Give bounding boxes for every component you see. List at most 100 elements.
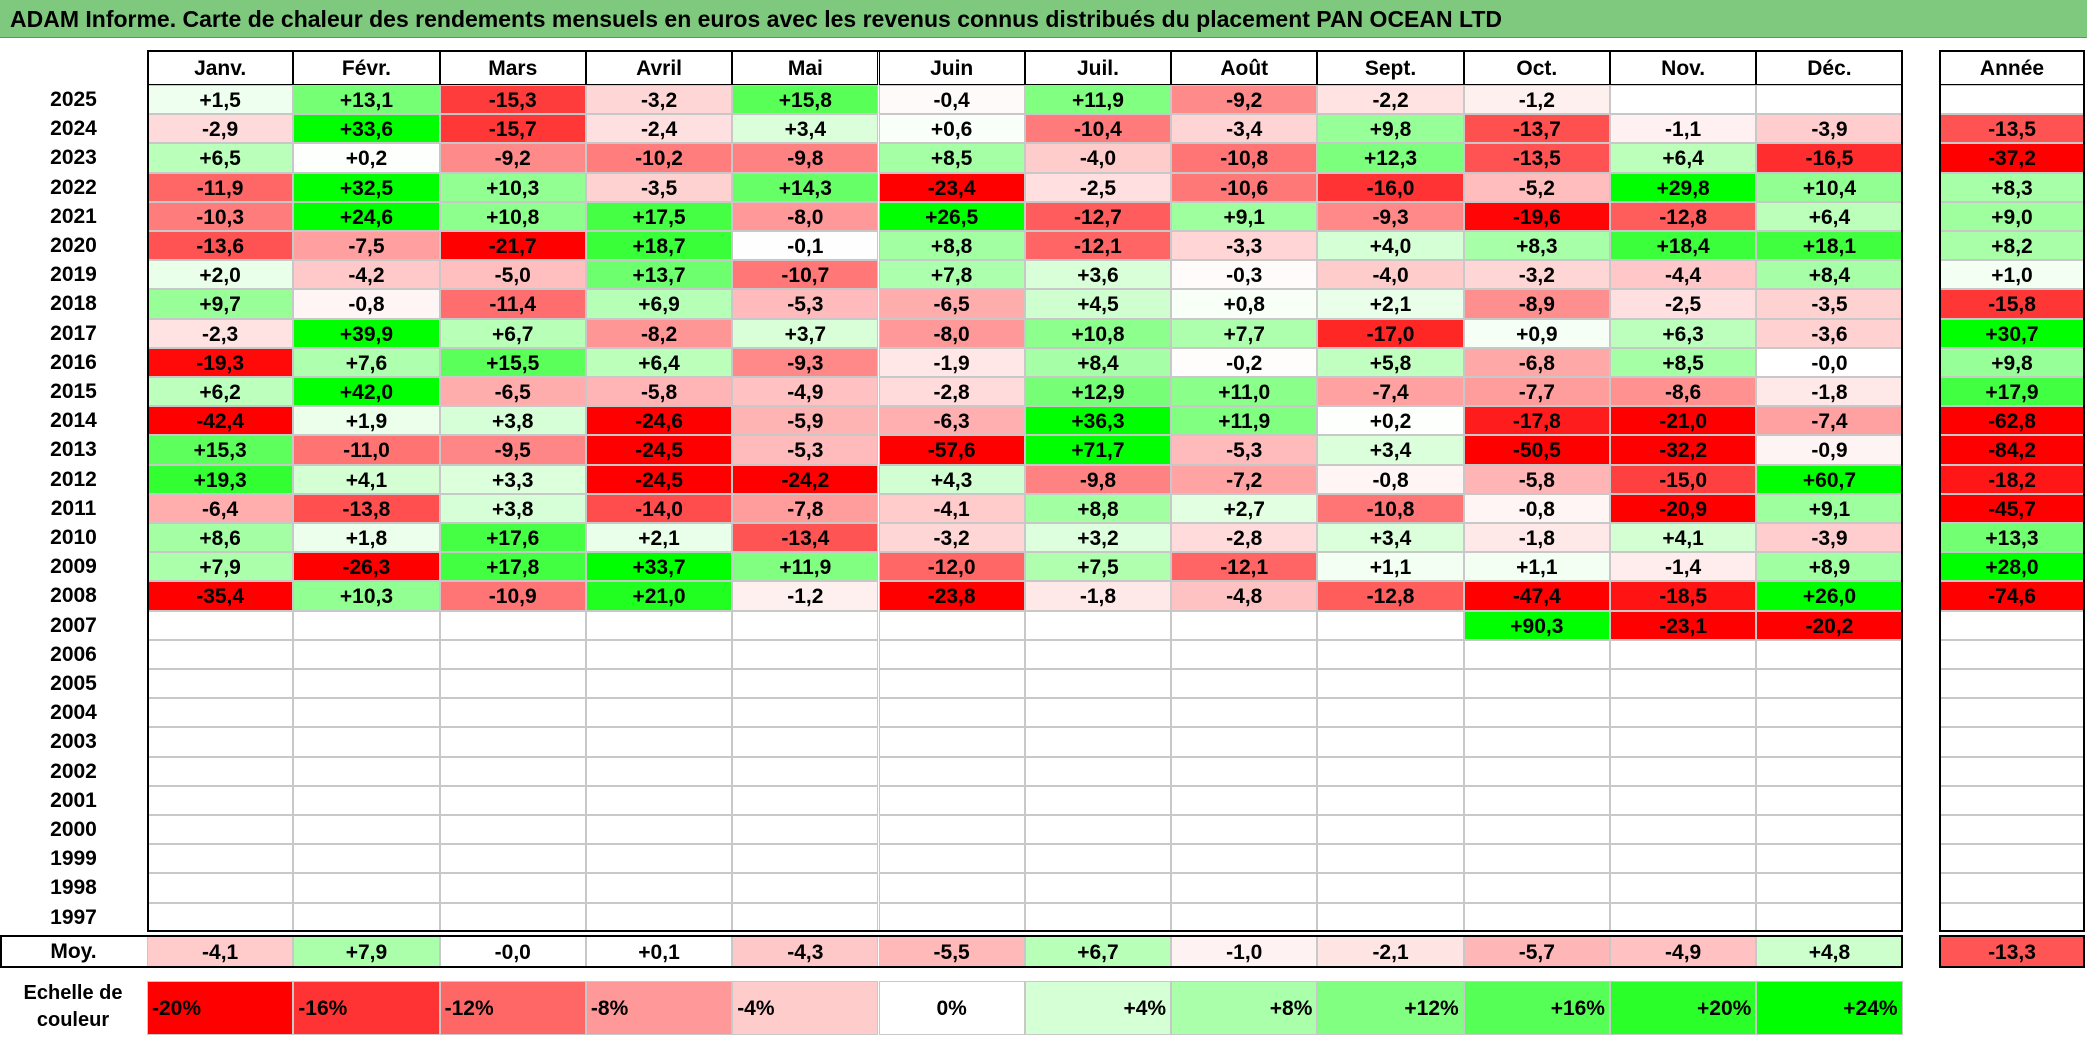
heatmap-cell: -12,0 (878, 552, 1025, 582)
year-label: 2003 (50, 730, 97, 754)
heatmap-cell: -0,9 (1756, 435, 1903, 465)
heatmap-cell: -7,7 (1463, 377, 1610, 407)
heatmap-cell: -18,5 (1610, 581, 1757, 611)
heatmap-cell: -12,8 (1317, 581, 1464, 611)
heatmap-cell: -11,4 (439, 289, 586, 319)
year-label: 2025 (50, 88, 97, 111)
heatmap-cell: -2,3 (147, 318, 294, 348)
heatmap-cell (147, 756, 294, 786)
annual-cell: -18,2 (1939, 464, 2085, 494)
heatmap-cell: -17,8 (1463, 406, 1610, 436)
year-label: 2016 (50, 350, 97, 374)
annual-cell (1939, 669, 2085, 699)
annual-cell (1939, 873, 2085, 903)
year-label: 2018 (50, 292, 97, 316)
color-scale-stop: +8% (1171, 981, 1318, 1035)
heatmap-cell: +6,4 (1756, 201, 1903, 231)
average-cell: -1,0 (1171, 935, 1318, 968)
heatmap-cell (1171, 610, 1318, 640)
color-scale-stop: -8% (585, 981, 733, 1035)
heatmap-cell (585, 785, 733, 815)
heatmap-cell: -1,4 (1610, 552, 1757, 582)
heatmap-cell (439, 815, 586, 845)
heatmap-cell: -0,0 (1756, 347, 1903, 377)
year-label: 2017 (50, 321, 97, 345)
color-scale-stop: 0% (878, 981, 1025, 1035)
heatmap-cell: +6,3 (1610, 318, 1757, 348)
heatmap-cell: -10,8 (1317, 493, 1464, 523)
heatmap-cell: -0,2 (1171, 347, 1318, 377)
heatmap-cell (1024, 815, 1172, 845)
heatmap-cell: +10,3 (293, 581, 440, 611)
average-cell: +4,8 (1756, 935, 1903, 968)
heatmap-cell (1610, 873, 1757, 903)
heatmap-cell (1024, 669, 1172, 699)
year-label: 2011 (50, 496, 97, 520)
heatmap-cell: +24,6 (293, 201, 440, 231)
heatmap-cell: +32,5 (293, 172, 440, 202)
chart-title: ADAM Informe. Carte de chaleur des rende… (0, 0, 2087, 38)
heatmap-cell (878, 785, 1025, 815)
heatmap-cell (439, 844, 586, 874)
heatmap-cell: -5,3 (732, 289, 879, 319)
heatmap-cell (1610, 85, 1757, 115)
year-label: 2015 (50, 380, 97, 403)
month-header: Déc. (1756, 50, 1903, 85)
heatmap-cell: +33,7 (585, 552, 733, 582)
heatmap-cell (293, 844, 440, 874)
heatmap-cell: -10,6 (1171, 172, 1318, 202)
heatmap-cell (1756, 873, 1903, 903)
year-label: 2024 (50, 117, 97, 141)
heatmap-cell: -13,6 (147, 231, 294, 261)
color-scale-label: Echelle de couleur (23, 982, 123, 1031)
heatmap-cell (732, 639, 879, 669)
annual-cell: -62,8 (1939, 406, 2085, 436)
heatmap-cell: +10,8 (1024, 318, 1172, 348)
annual-cell: -74,6 (1939, 581, 2085, 611)
annual-cell: -84,2 (1939, 435, 2085, 465)
average-annual-cell: -13,3 (1939, 935, 2085, 968)
heatmap-cell (439, 698, 586, 728)
heatmap-cell: +6,9 (585, 289, 733, 319)
heatmap-cell (147, 902, 294, 932)
color-scale-stop: -4% (732, 981, 879, 1035)
heatmap-cell: -24,5 (585, 464, 733, 494)
month-header: Nov. (1610, 50, 1757, 85)
heatmap-cell: +14,3 (732, 172, 879, 202)
heatmap-cell (878, 815, 1025, 845)
month-header: Mars (439, 50, 586, 85)
heatmap-cell (585, 902, 733, 932)
heatmap-cell: +39,9 (293, 318, 440, 348)
heatmap-cell (1317, 698, 1464, 728)
heatmap-cell (1610, 902, 1757, 932)
average-cell: -5,7 (1463, 935, 1610, 968)
heatmap-cell (585, 727, 733, 757)
heatmap-cell (1610, 639, 1757, 669)
heatmap-cell: +21,0 (585, 581, 733, 611)
heatmap-cell (585, 844, 733, 874)
heatmap-cell (147, 669, 294, 699)
heatmap-cell (878, 756, 1025, 786)
month-header: Oct. (1463, 50, 1610, 85)
annual-cell: +8,2 (1939, 231, 2085, 261)
annual-cell: +9,8 (1939, 347, 2085, 377)
annual-cell: +1,0 (1939, 260, 2085, 290)
annual-cell: +28,0 (1939, 552, 2085, 582)
heatmap-cell: +71,7 (1024, 435, 1172, 465)
month-header: Juil. (1024, 50, 1172, 85)
heatmap-cell: +15,5 (439, 347, 586, 377)
heatmap-cell: -9,2 (1171, 85, 1318, 115)
annual-cell: +30,7 (1939, 318, 2085, 348)
heatmap-cell: +8,4 (1024, 347, 1172, 377)
heatmap-cell (1317, 785, 1464, 815)
heatmap-cell: -7,4 (1756, 406, 1903, 436)
heatmap-cell: -11,0 (293, 435, 440, 465)
heatmap-cell: -9,2 (439, 143, 586, 173)
color-scale-stop: +4% (1024, 981, 1172, 1035)
heatmap-cell: -4,9 (732, 377, 879, 407)
heatmap-cell: -4,2 (293, 260, 440, 290)
heatmap-cell: +19,3 (147, 464, 294, 494)
heatmap-cell: +3,3 (439, 464, 586, 494)
heatmap-cell (1171, 727, 1318, 757)
year-label: 2009 (50, 555, 97, 579)
